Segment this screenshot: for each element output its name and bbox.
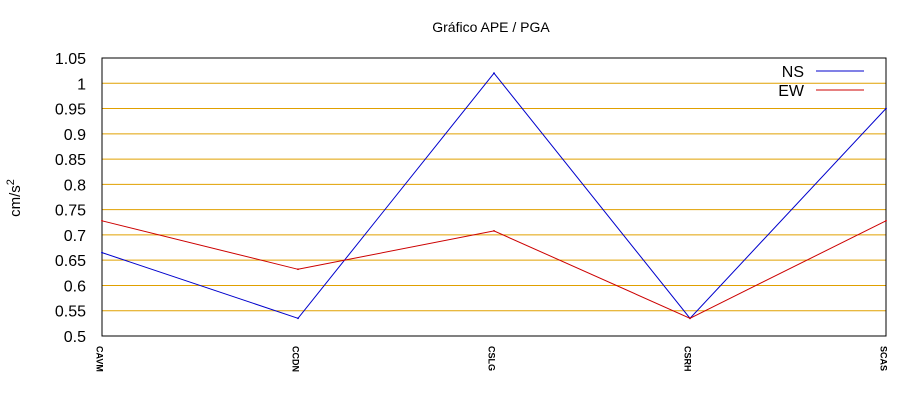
y-tick-label: 0.5 [64,329,86,346]
y-tick-label: 0.8 [64,177,86,194]
y-tick-label: 0.9 [64,127,86,144]
data-point-ew [297,268,299,271]
y-tick-label: 0.55 [55,304,86,321]
chart-title: Gráfico APE / PGA [432,19,550,35]
y-axis-label-text: cm/s [7,185,24,217]
legend: NS EW [778,64,864,100]
y-tick-label: 0.6 [64,278,86,295]
data-point-ns [101,251,103,254]
data-point-ew [101,219,103,222]
legend-label-ew: EW [778,83,805,100]
y-tick-labels: 0.5 0.55 0.6 0.65 0.7 0.75 0.8 0.85 0.9 0.95 1 1.05 [55,51,86,346]
data-point-ns [297,317,299,320]
y-tick-label: 0.65 [55,253,86,270]
data-point-ns [885,107,887,110]
data-point-ns [493,72,495,75]
x-tick-label: CCDN [291,346,301,372]
x-tick-label: CSLG [487,346,497,371]
x-tick-labels: CAVM CCDN CSLG CSRH SCAS [95,346,889,372]
x-tick-label: SCAS [879,346,889,371]
y-tick-label: 1.05 [55,51,86,68]
series-line-ns [101,72,887,320]
data-point-ew [493,229,495,232]
data-point-ew [885,219,887,222]
grid-lines [102,82,886,312]
x-tick-label: CSRH [683,346,693,372]
y-tick-label: 0.75 [55,203,86,220]
series-lines [101,72,887,320]
x-tick-label: CAVM [95,346,105,372]
y-tick-label: 1 [77,76,86,93]
series-line-ew [101,220,887,319]
y-axis-label: cm/s2 [5,179,24,217]
data-point-ew [689,317,691,320]
y-tick-label: 0.95 [55,102,86,119]
plot-area-frame [101,57,887,337]
y-tick-label: 0.7 [64,228,86,245]
y-axis-label-exponent: 2 [5,179,17,185]
y-tick-label: 0.85 [55,152,86,169]
legend-label-ns: NS [782,64,804,81]
